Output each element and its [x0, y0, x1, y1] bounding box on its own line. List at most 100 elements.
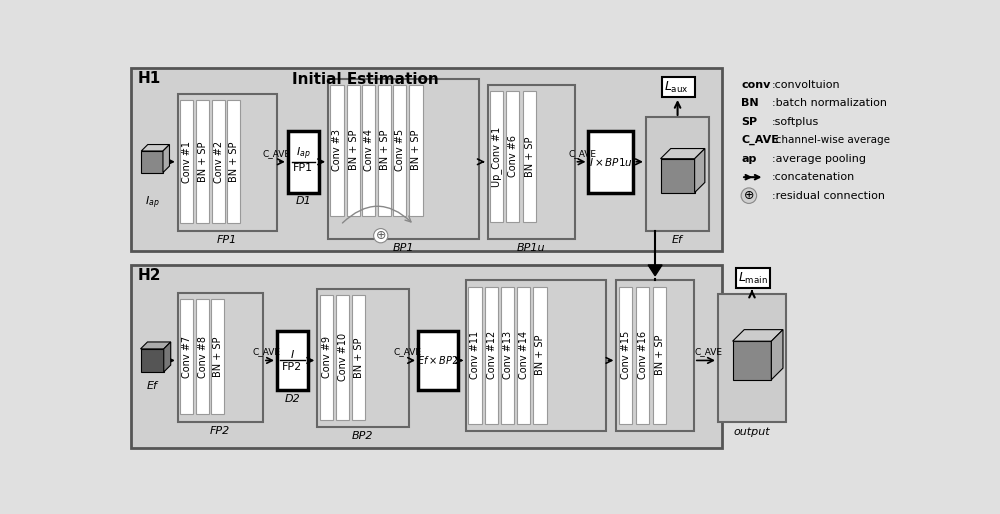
- Bar: [320, 295, 333, 420]
- Text: BN + SP: BN + SP: [525, 136, 535, 177]
- Text: Conv #6: Conv #6: [508, 135, 518, 177]
- Polygon shape: [733, 341, 771, 380]
- Text: Conv #16: Conv #16: [638, 331, 648, 379]
- Text: H2: H2: [137, 268, 161, 283]
- Bar: [347, 85, 360, 216]
- Text: $L_{\mathregular{aux}}$: $L_{\mathregular{aux}}$: [664, 80, 689, 95]
- Polygon shape: [661, 159, 695, 193]
- Text: Conv #14: Conv #14: [519, 331, 529, 379]
- Text: BN + SP: BN + SP: [229, 141, 239, 182]
- Polygon shape: [661, 149, 705, 159]
- Bar: [490, 91, 503, 222]
- Bar: [393, 85, 406, 216]
- Text: BN + SP: BN + SP: [354, 337, 364, 378]
- Text: Conv #7: Conv #7: [182, 336, 192, 378]
- Text: $Ef\times BP2$: $Ef\times BP2$: [417, 355, 459, 366]
- Text: Ef: Ef: [672, 235, 683, 245]
- Text: BP1: BP1: [393, 243, 414, 252]
- Text: C_AVE: C_AVE: [695, 347, 723, 357]
- Bar: [180, 100, 193, 224]
- Bar: [131, 68, 722, 251]
- Text: $L_{\mathregular{main}}$: $L_{\mathregular{main}}$: [738, 270, 768, 286]
- Polygon shape: [164, 342, 171, 372]
- Text: Initial Estimation: Initial Estimation: [292, 71, 439, 87]
- Text: :average pooling: :average pooling: [772, 154, 866, 163]
- Text: Conv #13: Conv #13: [503, 331, 513, 379]
- Polygon shape: [163, 144, 169, 173]
- Bar: [588, 131, 633, 193]
- Polygon shape: [140, 342, 171, 349]
- Text: Conv #9: Conv #9: [322, 336, 332, 378]
- Text: BN + SP: BN + SP: [380, 130, 390, 171]
- Bar: [378, 85, 391, 216]
- Bar: [485, 286, 498, 424]
- Text: Conv #15: Conv #15: [621, 331, 631, 379]
- Polygon shape: [141, 144, 169, 151]
- Text: C_AVE: C_AVE: [253, 347, 281, 357]
- Text: D1: D1: [295, 196, 311, 207]
- Bar: [409, 85, 423, 216]
- Bar: [212, 100, 225, 224]
- Text: Ef: Ef: [147, 381, 158, 391]
- Bar: [196, 299, 209, 414]
- Text: BN + SP: BN + SP: [535, 335, 545, 375]
- Text: conv: conv: [741, 80, 770, 90]
- Bar: [616, 280, 694, 431]
- Text: :convoltuion: :convoltuion: [772, 80, 841, 90]
- Text: H1: H1: [137, 71, 161, 86]
- Bar: [330, 85, 344, 216]
- Text: Conv #8: Conv #8: [198, 336, 208, 378]
- Bar: [277, 331, 308, 390]
- Text: :batch normalization: :batch normalization: [772, 98, 887, 108]
- Bar: [336, 295, 349, 420]
- Text: FP2: FP2: [282, 362, 303, 372]
- Text: Conv #2: Conv #2: [214, 141, 224, 183]
- Text: $I$: $I$: [290, 347, 295, 359]
- Bar: [178, 94, 277, 231]
- Polygon shape: [695, 149, 705, 193]
- Bar: [352, 295, 365, 420]
- Text: BN: BN: [741, 98, 759, 108]
- Text: $I_{ap}$: $I_{ap}$: [145, 195, 159, 211]
- Text: ap: ap: [741, 154, 757, 163]
- Text: C_AVE: C_AVE: [393, 347, 421, 357]
- Text: BN + SP: BN + SP: [213, 336, 223, 377]
- Bar: [328, 79, 479, 239]
- Bar: [362, 85, 375, 216]
- Text: Conv #4: Conv #4: [364, 129, 374, 171]
- Bar: [636, 286, 649, 424]
- Bar: [468, 286, 482, 424]
- Text: C_AVE: C_AVE: [263, 149, 291, 158]
- Bar: [131, 265, 722, 448]
- Polygon shape: [141, 151, 163, 173]
- Text: :channel-wise average: :channel-wise average: [772, 135, 890, 145]
- Text: C_AVE: C_AVE: [741, 135, 779, 145]
- Polygon shape: [140, 349, 164, 372]
- Text: D2: D2: [285, 394, 300, 403]
- Text: Conv #11: Conv #11: [470, 331, 480, 379]
- Bar: [466, 280, 606, 431]
- Bar: [517, 286, 530, 424]
- Bar: [506, 91, 519, 222]
- Text: :residual connection: :residual connection: [772, 191, 885, 200]
- Text: $I_{ap}$: $I_{ap}$: [296, 146, 311, 162]
- Text: BP1u: BP1u: [517, 243, 545, 252]
- Text: C_AVE: C_AVE: [568, 149, 596, 158]
- Text: Conv #1: Conv #1: [182, 141, 192, 183]
- Bar: [180, 299, 193, 414]
- Text: BN + SP: BN + SP: [349, 130, 359, 171]
- Text: BN + SP: BN + SP: [411, 130, 421, 171]
- Text: ⊕: ⊕: [376, 229, 386, 242]
- Text: Up_Conv #1: Up_Conv #1: [492, 126, 502, 187]
- Polygon shape: [771, 329, 783, 380]
- Text: Conv #3: Conv #3: [332, 129, 342, 171]
- Bar: [227, 100, 240, 224]
- Text: FP1: FP1: [217, 235, 237, 245]
- Text: BN + SP: BN + SP: [655, 335, 665, 375]
- Text: Conv #10: Conv #10: [338, 333, 348, 381]
- Text: $I\times BP1u$: $I\times BP1u$: [589, 156, 633, 168]
- Text: SP: SP: [741, 117, 757, 127]
- Bar: [501, 286, 514, 424]
- Bar: [653, 286, 666, 424]
- Text: ⊕: ⊕: [744, 189, 754, 202]
